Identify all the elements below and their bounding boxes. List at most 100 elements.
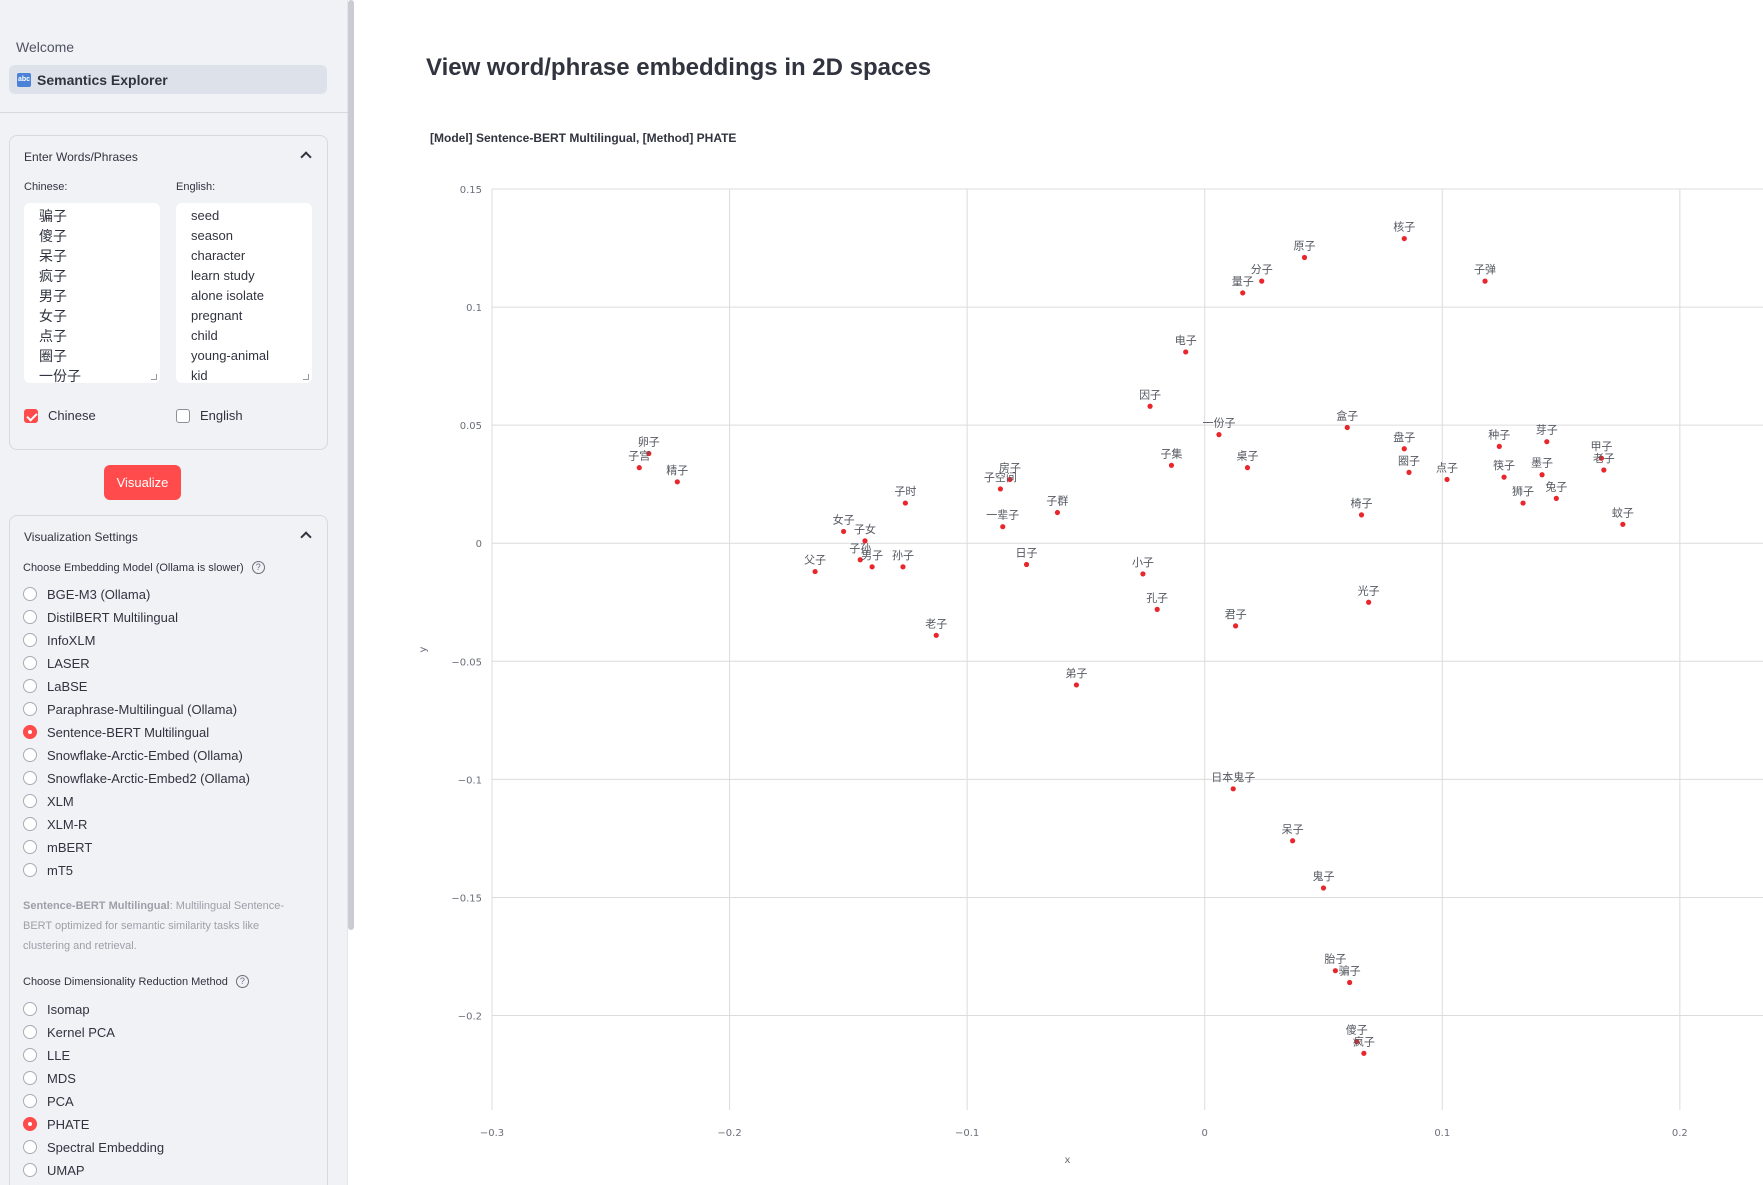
data-point[interactable] [1240, 290, 1246, 296]
model-option[interactable]: InfoXLM [23, 631, 95, 649]
radio-unselected-icon[interactable] [23, 817, 37, 831]
radio-unselected-icon[interactable] [23, 794, 37, 808]
visualize-button[interactable]: Visualize [104, 465, 181, 500]
model-option[interactable]: Sentence-BERT Multilingual [23, 723, 209, 741]
model-option[interactable]: Snowflake-Arctic-Embed (Ollama) [23, 746, 243, 764]
method-option[interactable]: PHATE [23, 1115, 89, 1133]
data-point[interactable] [1366, 599, 1372, 605]
model-option[interactable]: DistilBERT Multilingual [23, 608, 178, 626]
data-point[interactable] [1290, 838, 1296, 844]
settings-expander-title[interactable]: Visualization Settings [24, 530, 138, 544]
radio-selected-icon[interactable] [23, 725, 37, 739]
data-point[interactable] [1601, 467, 1607, 473]
nav-welcome[interactable]: Welcome [16, 39, 75, 55]
model-option[interactable]: mT5 [23, 861, 73, 879]
radio-unselected-icon[interactable] [23, 1163, 37, 1177]
radio-unselected-icon[interactable] [23, 1048, 37, 1062]
data-point[interactable] [1401, 446, 1407, 452]
embedding-scatter-plot[interactable]: −0.3 −0.2 −0.1 0 0.1 0.2 0.15 0.1 0.05 0 −0.05 −0.1… [380, 170, 1763, 1170]
data-point[interactable] [1232, 623, 1239, 629]
data-point[interactable] [1361, 1050, 1367, 1056]
sidebar-scrollbar[interactable] [348, 0, 354, 930]
data-point[interactable] [862, 538, 868, 544]
data-point[interactable] [1501, 474, 1507, 480]
data-point[interactable] [1553, 495, 1559, 501]
data-point[interactable] [869, 564, 875, 570]
radio-unselected-icon[interactable] [23, 633, 37, 647]
data-point[interactable] [1154, 606, 1160, 612]
method-option[interactable]: Spectral Embedding [23, 1138, 164, 1156]
data-point[interactable] [1344, 424, 1350, 431]
radio-unselected-icon[interactable] [23, 1071, 37, 1085]
data-point[interactable] [1140, 571, 1146, 577]
radio-unselected-icon[interactable] [23, 1140, 37, 1154]
data-point[interactable] [674, 479, 680, 485]
help-icon[interactable]: ? [235, 975, 249, 988]
help-icon[interactable]: ? [251, 561, 265, 574]
model-option[interactable]: BGE-M3 (Ollama) [23, 585, 150, 603]
data-point[interactable] [900, 564, 906, 570]
chinese-textarea[interactable]: 骗子 傻子 呆子 疯子 男子 女子 点子 圈子 一份子 [24, 203, 160, 383]
words-expander-title[interactable]: Enter Words/Phrases [24, 150, 138, 164]
data-point[interactable] [1444, 476, 1450, 483]
model-option[interactable]: Paraphrase-Multilingual (Ollama) [23, 700, 237, 718]
data-point[interactable] [812, 568, 818, 575]
chinese-checkbox[interactable]: Chinese [24, 408, 96, 423]
radio-unselected-icon[interactable] [23, 702, 37, 716]
method-option[interactable]: Kernel PCA [23, 1023, 115, 1041]
data-point[interactable] [1496, 443, 1502, 450]
data-point[interactable] [1332, 968, 1338, 974]
data-point[interactable] [857, 557, 863, 563]
chevron-up-icon[interactable] [301, 530, 311, 540]
radio-unselected-icon[interactable] [23, 771, 37, 785]
model-option[interactable]: XLM [23, 792, 74, 810]
data-point[interactable] [1598, 455, 1605, 461]
data-point[interactable] [1183, 349, 1189, 355]
radio-unselected-icon[interactable] [23, 587, 37, 601]
radio-unselected-icon[interactable] [23, 679, 37, 693]
radio-selected-icon[interactable] [23, 1117, 37, 1131]
data-point[interactable] [646, 450, 652, 457]
data-point[interactable] [1544, 439, 1550, 445]
data-point[interactable] [1023, 561, 1030, 568]
resize-handle-icon[interactable] [151, 374, 157, 380]
data-point[interactable] [1000, 524, 1006, 530]
data-point[interactable] [1168, 462, 1175, 468]
data-point[interactable] [933, 632, 939, 638]
data-point[interactable] [1244, 465, 1251, 471]
method-option[interactable]: MDS [23, 1069, 76, 1087]
english-textarea[interactable]: seed season character learn study alone isol… [176, 203, 312, 383]
data-point[interactable] [1230, 786, 1236, 792]
data-point[interactable] [902, 500, 908, 506]
data-point[interactable] [1401, 235, 1407, 242]
data-point[interactable] [1259, 278, 1265, 284]
model-option[interactable]: Snowflake-Arctic-Embed2 (Ollama) [23, 769, 250, 787]
checkbox-checked-icon[interactable] [24, 408, 38, 423]
data-point[interactable] [1007, 476, 1013, 483]
model-option[interactable]: mBERT [23, 838, 92, 856]
method-option[interactable]: UMAP [23, 1161, 85, 1179]
data-point[interactable] [1054, 509, 1061, 516]
data-point[interactable] [1354, 1038, 1360, 1045]
radio-unselected-icon[interactable] [23, 748, 37, 762]
data-point[interactable] [1406, 469, 1412, 475]
data-point[interactable] [1073, 682, 1080, 688]
method-option[interactable]: Isomap [23, 1000, 90, 1018]
data-point[interactable] [1482, 278, 1488, 284]
data-point[interactable] [1301, 254, 1308, 261]
data-point[interactable] [997, 486, 1004, 492]
data-point[interactable] [1216, 432, 1222, 438]
data-point[interactable] [841, 528, 847, 535]
resize-handle-icon[interactable] [303, 374, 309, 380]
radio-unselected-icon[interactable] [23, 1002, 37, 1016]
model-option[interactable]: LaBSE [23, 677, 87, 695]
model-option[interactable]: XLM-R [23, 815, 87, 833]
radio-unselected-icon[interactable] [23, 863, 37, 877]
radio-unselected-icon[interactable] [23, 610, 37, 624]
data-point[interactable] [636, 465, 642, 471]
data-point[interactable] [1539, 472, 1545, 478]
checkbox-unchecked-icon[interactable] [176, 408, 190, 423]
data-point[interactable] [1358, 512, 1365, 518]
data-point[interactable] [1347, 979, 1353, 986]
radio-unselected-icon[interactable] [23, 656, 37, 670]
